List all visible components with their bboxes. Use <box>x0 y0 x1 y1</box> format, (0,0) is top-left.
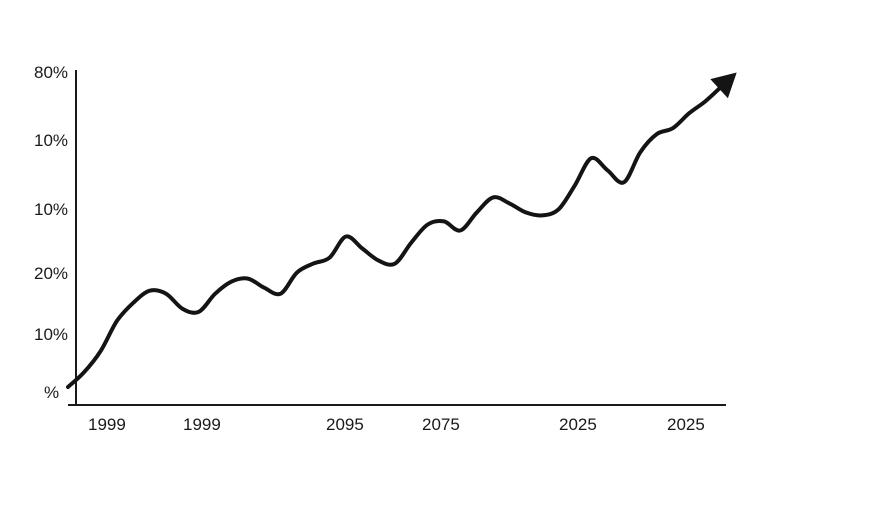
y-tick-label: 80% <box>34 63 68 82</box>
y-tick-label: % <box>44 383 59 402</box>
series-line <box>66 84 724 389</box>
y-tick-label: 10% <box>34 325 68 344</box>
x-tick-label: 1999 <box>183 415 221 434</box>
series-group <box>66 72 737 389</box>
trend-arrow-head <box>710 72 737 99</box>
x-tick-label: 2025 <box>667 415 705 434</box>
y-tick-label: 10% <box>34 131 68 150</box>
x-tick-label: 1999 <box>88 415 126 434</box>
y-tick-label: 10% <box>34 200 68 219</box>
y-axis: 80% 10% 10% 20% 10% % <box>34 63 77 406</box>
x-axis: 1999 1999 2095 2075 2025 2025 <box>68 404 726 434</box>
y-tick-label: 20% <box>34 264 68 283</box>
x-tick-label: 2025 <box>559 415 597 434</box>
x-tick-label: 2075 <box>422 415 460 434</box>
x-tick-label: 2095 <box>326 415 364 434</box>
